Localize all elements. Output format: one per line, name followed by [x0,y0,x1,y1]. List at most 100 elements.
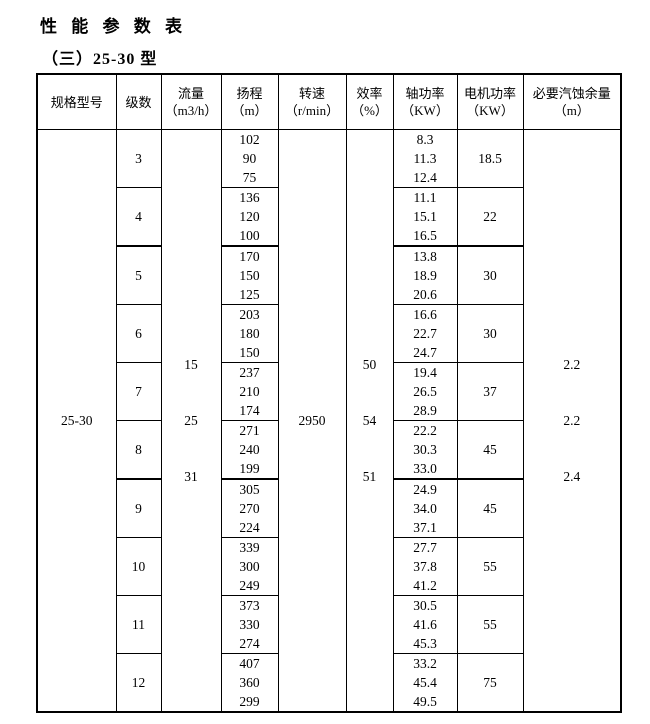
head-cell-value: 174 [239,403,260,418]
head-cell-value: 305 [239,482,260,497]
shaft-power-cell-value: 18.9 [413,268,437,283]
head-cell: 407 360 299 [220,653,279,713]
shaft-power-cell-value: 41.2 [413,578,437,593]
head-cell: 237 210 174 [220,362,279,421]
head-cell-value: 100 [239,228,260,243]
head-cell-value: 299 [239,694,260,709]
stages-cell: 11 [115,595,162,654]
table-row-stage-12: 12 407 360 299 33.2 45.4 49.5 75 [37,653,621,713]
efficiency-cell: 50 54 51 [345,129,394,713]
npsh-cell-value: 2.2 [563,356,581,372]
head-cell-value: 373 [239,598,260,613]
speed-cell: 2950 [277,129,347,713]
table-row-stage-4: 4 136 120 100 11.1 15.1 16.5 22 [37,187,621,247]
efficiency-cell-value: 51 [362,468,377,484]
table-row-stage-10: 10 339 300 249 27.7 37.8 41.2 55 [37,537,621,596]
head-cell-value: 136 [239,190,260,205]
shaft-power-cell-value: 33.2 [413,656,437,671]
col-header-name: 转速 [298,86,325,101]
head-cell-value: 237 [239,365,260,380]
stages-cell: 9 [115,478,162,538]
col-header-1: 规格型号 [36,73,117,130]
motor-power-cell: 22 [456,187,524,247]
shaft-power-cell-value: 8.3 [416,132,434,147]
motor-power-cell: 30 [456,304,524,363]
col-header-name: 流量 [177,86,204,101]
npsh-cell-value: 2.4 [563,468,581,484]
shaft-power-cell-value: 28.9 [413,403,437,418]
shaft-power-cell-value: 20.6 [413,287,437,302]
efficiency-cell-value: 50 [362,356,377,372]
stages-cell: 7 [115,362,162,421]
col-header-unit: （m3/h） [164,103,218,118]
shaft-power-cell-value: 33.0 [413,461,437,476]
head-cell-value: 271 [239,423,260,438]
shaft-power-cell: 16.6 22.7 24.7 [392,304,458,363]
efficiency-cell-value: 54 [362,412,377,428]
head-cell-value: 75 [242,170,257,185]
motor-power-cell: 45 [456,420,524,480]
shaft-power-cell: 24.9 34.0 37.1 [392,478,458,538]
shaft-power-cell-value: 45.4 [413,675,437,690]
table-row-stage-5: 5 170 150 125 13.8 18.9 20.6 30 [37,245,621,305]
table-row-stage-6: 6 203 180 150 16.6 22.7 24.7 30 [37,304,621,363]
head-cell-value: 360 [239,675,260,690]
head-cell-value: 199 [239,461,260,476]
shaft-power-cell: 8.3 11.3 12.4 [392,129,458,188]
shaft-power-cell-value: 22.7 [413,326,437,341]
head-cell: 305 270 224 [220,478,279,538]
motor-power-cell: 75 [456,653,524,713]
head-cell-value: 224 [239,520,260,535]
shaft-power-cell-value: 16.6 [413,307,437,322]
head-cell: 373 330 274 [220,595,279,654]
shaft-power-cell-value: 27.7 [413,540,437,555]
flow-cell-value: 31 [184,468,198,484]
stages-cell: 12 [115,653,162,713]
shaft-power-cell-value: 26.5 [413,384,437,399]
col-header-8: 电机功率 （KW） [456,73,524,130]
head-cell-value: 407 [239,656,260,671]
shaft-power-cell: 27.7 37.8 41.2 [392,537,458,596]
shaft-power-cell-value: 30.3 [413,442,437,457]
col-header-unit: （m） [231,103,268,118]
col-header-2: 级数 [115,73,162,130]
col-header-name: 轴功率 [405,86,445,101]
stages-cell: 10 [115,537,162,596]
shaft-power-cell-value: 22.2 [413,423,437,438]
head-cell: 170 150 125 [220,245,279,305]
head-cell-value: 90 [242,151,257,166]
head-cell-value: 249 [239,578,260,593]
head-cell-value: 210 [239,384,260,399]
head-cell-value: 240 [239,442,260,457]
head-cell-value: 339 [239,540,260,555]
col-header-unit: （KW） [401,103,449,118]
col-header-name: 电机功率 [463,86,516,101]
table-row-stage-8: 8 271 240 199 22.2 30.3 33.0 45 [37,420,621,480]
header-row: 规格型号 级数 流量 （m3/h） 扬程 （m） 转速 （r/min） 效率 （%） 轴功率 （KW）… [36,73,622,130]
head-cell: 102 90 75 [220,129,279,188]
head-cell: 136 120 100 [220,187,279,247]
col-header-name: 必要汽蚀余量 [532,86,611,101]
page-subtitle: （三）25-30 型 [42,51,158,68]
shaft-power-cell-value: 13.8 [413,249,437,264]
table-header: 规格型号 级数 流量 （m3/h） 扬程 （m） 转速 （r/min） 效率 （%） 轴功率 （KW）… [36,73,622,130]
motor-power-cell: 37 [456,362,524,421]
shaft-power-cell-value: 24.7 [413,345,437,360]
shaft-power-cell: 19.4 26.5 28.9 [392,362,458,421]
head-cell: 271 240 199 [220,420,279,480]
col-header-unit: （r/min） [284,103,340,118]
col-header-unit: （%） [351,103,388,118]
shaft-power-cell-value: 15.1 [413,209,437,224]
motor-power-cell: 55 [456,537,524,596]
shaft-power-cell: 11.1 15.1 16.5 [392,187,458,247]
head-cell-value: 180 [239,326,260,341]
head-cell-value: 150 [239,268,260,283]
head-cell: 339 300 249 [220,537,279,596]
page-title: 性 能 参 数 表 [40,17,187,36]
shaft-power-cell-value: 16.5 [413,228,437,243]
head-cell-value: 125 [239,287,260,302]
head-cell-value: 274 [239,636,260,651]
motor-power-cell: 55 [456,595,524,654]
shaft-power-cell-value: 49.5 [413,694,437,709]
